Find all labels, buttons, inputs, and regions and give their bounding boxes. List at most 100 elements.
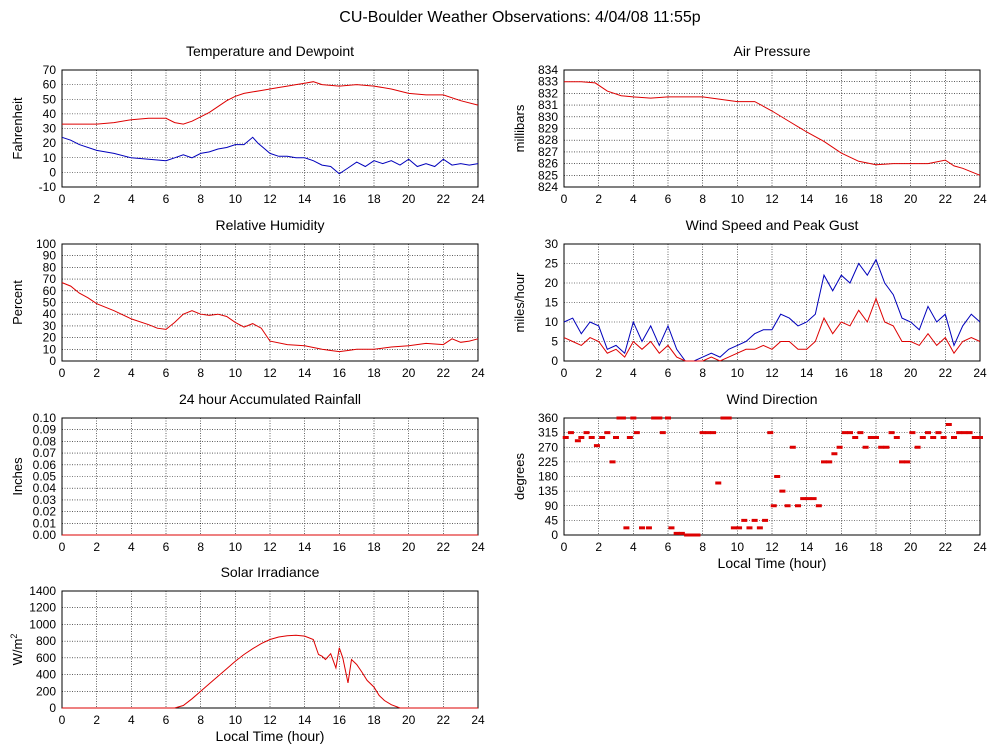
direction-point [770, 504, 777, 508]
direction-point [862, 445, 869, 449]
pressure-y-tick-label: 833 [538, 75, 558, 89]
wind-y-tick-label: 25 [545, 257, 559, 271]
humidity-x-tick-label: 12 [263, 366, 277, 380]
humidity-y-tick-label: 60 [43, 284, 57, 298]
rain-chart: 24 hour Accumulated Rainfall 0.000.010.02… [10, 391, 485, 554]
direction-point [609, 460, 616, 464]
temp-y-tick-label: -10 [39, 180, 57, 194]
pressure-y-tick-label: 824 [538, 180, 558, 194]
pressure-y-axis-label-text: millibars [512, 104, 527, 152]
solar-x-tick-label: 4 [128, 713, 135, 727]
temp-x-tick-label: 8 [197, 192, 204, 206]
wind-title: Wind Speed and Peak Gust [686, 217, 859, 233]
humidity-y-tick-label: 0 [49, 354, 56, 368]
temp-y-tick-label: 70 [43, 63, 57, 77]
solar-y-tick-label: 600 [36, 651, 56, 665]
solar-x-tick-label: 6 [163, 713, 170, 727]
solar-y-tick-label: 400 [36, 668, 56, 682]
direction-point [961, 431, 968, 435]
wind-x-tick-label: 10 [731, 366, 745, 380]
direction-point [730, 526, 737, 530]
pressure-x-tick-label: 24 [973, 192, 987, 206]
solar-x-tick-label: 8 [197, 713, 204, 727]
humidity-y-tick-label: 80 [43, 260, 57, 274]
wind-y-tick-label: 0 [551, 354, 558, 368]
direction-point [704, 431, 711, 435]
direction-point [925, 431, 931, 435]
direction-point [715, 481, 722, 485]
humidity-x-tick-label: 2 [93, 366, 100, 380]
humidity-series-line-0 [61, 282, 479, 353]
direction-point [562, 436, 569, 439]
direction-point [762, 518, 769, 522]
direction-point [626, 436, 633, 439]
direction-point [578, 436, 585, 439]
direction-point [767, 431, 774, 435]
temp-y-tick-label: 40 [43, 107, 57, 121]
wind-plot-frame [563, 243, 981, 362]
solar-x-tick-label: 0 [59, 713, 66, 727]
direction-x-tick-label: 10 [731, 540, 745, 554]
direction-x-tick-label: 2 [595, 540, 602, 554]
wind-x-tick-label: 12 [765, 366, 779, 380]
rain-x-tick-label: 2 [93, 540, 100, 554]
pressure-x-tick-label: 16 [835, 192, 849, 206]
rain-y-axis-label-text: Inches [10, 457, 25, 496]
direction-point [725, 416, 732, 420]
temp-x-tick-label: 12 [263, 192, 277, 206]
temp-plot-frame [61, 69, 479, 188]
temp-x-tick-label: 24 [471, 192, 485, 206]
direction-point [919, 436, 926, 439]
direction-x-tick-label: 18 [869, 540, 883, 554]
temp-x-tick-label: 6 [163, 192, 170, 206]
direction-point [951, 436, 957, 439]
solar-x-axis-label: Local Time (hour) [216, 728, 325, 744]
direction-point [977, 436, 983, 439]
solar-x-tick-label: 12 [263, 713, 277, 727]
solar-chart: Solar Irradiance020040060080010001200140… [9, 564, 485, 744]
direction-point [741, 518, 748, 522]
solar-x-tick-label: 18 [367, 713, 381, 727]
direction-point [751, 518, 758, 522]
direction-point [826, 460, 833, 464]
direction-point [774, 475, 781, 478]
direction-point [831, 452, 838, 456]
rain-y-tick-label: 0.08 [33, 434, 57, 448]
rain-x-tick-label: 6 [163, 540, 170, 554]
humidity-x-tick-label: 16 [333, 366, 347, 380]
direction-point [645, 526, 652, 530]
direction-point [599, 436, 606, 439]
direction-point [800, 497, 807, 501]
direction-point [789, 445, 796, 449]
pressure-x-tick-label: 8 [699, 192, 706, 206]
pressure-y-tick-label: 832 [538, 86, 558, 100]
wind-x-tick-label: 24 [973, 366, 987, 380]
direction-point [694, 533, 701, 537]
direction-point [857, 431, 864, 435]
solar-x-tick-label: 22 [437, 713, 451, 727]
direction-point [914, 445, 921, 449]
pressure-x-tick-label: 2 [595, 192, 602, 206]
direction-point [935, 431, 942, 435]
humidity-y-axis-label: Percent [10, 280, 25, 325]
direction-point [810, 497, 817, 501]
direction-point [815, 504, 822, 508]
humidity-y-tick-label: 100 [36, 237, 56, 251]
humidity-x-tick-label: 14 [298, 366, 312, 380]
rain-y-tick-label: 0.10 [33, 411, 57, 425]
wind-y-tick-label: 15 [545, 296, 559, 310]
solar-y-axis-label-sup: 2 [9, 634, 19, 639]
direction-point [966, 431, 973, 435]
temp-y-tick-label: 60 [43, 78, 57, 92]
direction-point [567, 431, 574, 435]
direction-x-tick-label: 12 [765, 540, 779, 554]
direction-point [720, 416, 727, 420]
direction-y-tick-label: 270 [538, 440, 558, 454]
direction-y-tick-label: 180 [538, 470, 558, 484]
humidity-title: Relative Humidity [216, 217, 325, 233]
solar-series-line-0 [62, 634, 478, 709]
direction-point [847, 431, 853, 435]
wind-x-tick-label: 22 [939, 366, 953, 380]
